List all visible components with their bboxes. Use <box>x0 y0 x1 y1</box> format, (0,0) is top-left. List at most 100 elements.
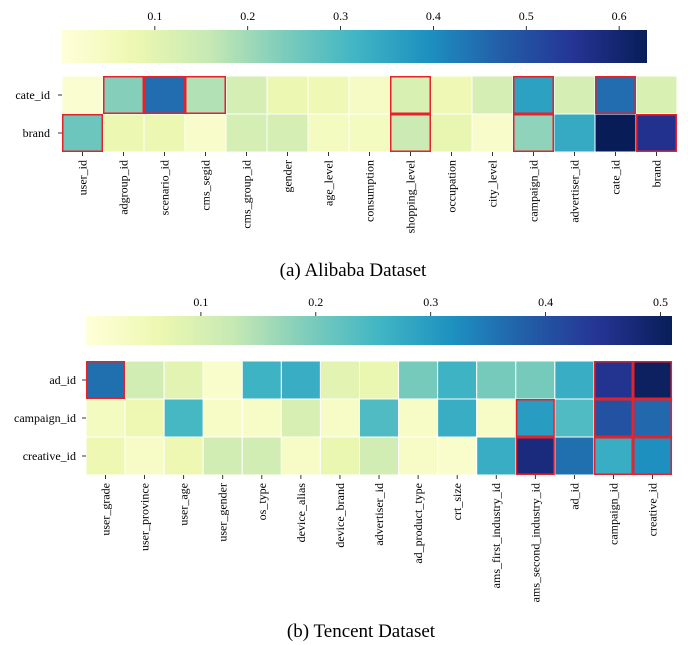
heatmap-cell-campaign-id-ad-product-type <box>398 398 439 438</box>
heatmap-cell-campaign-id-user-province <box>124 398 165 438</box>
heatmap-cell-creative-id-device-alias <box>280 436 321 476</box>
heatmap-cell-cate-id-cms-segid <box>184 75 227 115</box>
row-label-creative-id: creative_id <box>23 449 76 463</box>
heatmap-cell-ad-id-os-type <box>241 360 282 400</box>
heatmap-cell-ad-id-ams-first-industry-id <box>476 360 517 400</box>
heatmap-cell-brand-occupation <box>430 113 473 153</box>
highlight-border <box>390 76 431 114</box>
col-label-device-alias: device_alias <box>294 483 308 543</box>
heatmap-cell-ad-id-user-gender <box>202 360 243 400</box>
col-label-user-province: user_province <box>138 483 152 551</box>
col-label-user-grade: user_grade <box>99 483 113 536</box>
heatmap-cell-creative-id-os-type <box>241 436 282 476</box>
highlight-border <box>593 399 633 437</box>
heatmap-cell-cate-id-advertiser-id <box>553 75 596 115</box>
col-label-gender: gender <box>281 160 295 193</box>
highlight-border <box>515 437 555 475</box>
heatmap-cell-brand-city-level <box>471 113 514 153</box>
panel-caption: (b) Tencent Dataset <box>287 621 436 642</box>
highlight-border <box>390 114 431 152</box>
highlight-border <box>636 114 677 152</box>
colorbar-tick-label: 0.4 <box>538 295 553 309</box>
col-label-ams-first-industry-id: ams_first_industry_id <box>489 483 503 588</box>
heatmap-cell-ad-id-ams-second-industry-id <box>515 360 556 400</box>
col-label-campaign-id: campaign_id <box>606 483 620 545</box>
heatmap-cell-ad-id-advertiser-id <box>358 360 400 400</box>
heatmap-cell-cate-id-scenario-id <box>143 75 186 115</box>
heatmap-cell-campaign-id-device-alias <box>280 398 321 438</box>
col-label-user-gender: user_gender <box>216 483 230 542</box>
heatmap-cell-campaign-id-campaign-id <box>593 398 634 438</box>
heatmap-cell-campaign-id-os-type <box>241 398 282 438</box>
col-label-cms-group-id: cms_group_id <box>240 160 254 229</box>
heatmap-cell-campaign-id-user-gender <box>202 398 243 438</box>
heatmap-cell-ad-id-ad-id <box>554 360 595 400</box>
col-label-crt-size: crt_size <box>450 483 464 520</box>
col-label-cms-segid: cms_segid <box>199 160 213 211</box>
heatmap-cell-campaign-id-user-age <box>163 398 204 438</box>
heatmap-cell-brand-brand <box>635 113 678 153</box>
heatmap-cell-ad-id-campaign-id <box>593 360 634 400</box>
heatmap-cell-campaign-id-creative-id <box>632 398 673 438</box>
col-label-ad-product-type: ad_product_type <box>411 483 425 564</box>
colorbar-tick-label: 0.3 <box>423 295 438 309</box>
heatmap-cell-cate-id-occupation <box>430 75 473 115</box>
heatmap-cell-creative-id-ad-id <box>554 436 595 476</box>
heatmap-cell-cate-id-gender <box>266 75 309 115</box>
row-label-ad-id: ad_id <box>49 373 76 387</box>
col-label-shopping-level: shopping_level <box>404 159 418 233</box>
heatmap-cell-brand-gender <box>266 113 309 153</box>
highlight-border <box>144 76 185 114</box>
heatmap-cell-ad-id-device-brand <box>319 360 360 400</box>
heatmap-cell-cate-id-user-id <box>61 75 104 115</box>
heatmap-cell-brand-scenario-id <box>143 113 186 153</box>
colorbar-tick-label: 0.1 <box>193 295 208 309</box>
heatmap-cell-campaign-id-crt-size <box>437 398 478 438</box>
colorbar <box>86 316 672 345</box>
heatmap-cell-creative-id-user-gender <box>202 436 243 476</box>
heatmap-cell-campaign-id-device-brand <box>319 398 360 438</box>
heatmap-cell-creative-id-ams-first-industry-id <box>476 436 517 476</box>
col-label-campaign-id: campaign_id <box>527 160 541 222</box>
heatmap-cell-creative-id-device-brand <box>319 436 360 476</box>
col-label-cate-id: cate_id <box>609 160 623 195</box>
colorbar-tick-label: 0.3 <box>333 9 348 23</box>
heatmap-cell-campaign-id-ad-id <box>554 398 595 438</box>
colorbar-tick-label: 0.5 <box>653 295 668 309</box>
heatmap-cell-brand-cate-id <box>594 113 637 153</box>
heatmap-cell-ad-id-crt-size <box>437 360 478 400</box>
col-label-advertiser-id: advertiser_id <box>372 483 386 546</box>
highlight-border <box>515 399 555 437</box>
heatmap-cell-brand-campaign-id <box>512 113 555 153</box>
heatmap-cell-creative-id-user-province <box>124 436 165 476</box>
col-label-user-id: user_id <box>76 160 90 195</box>
col-label-user-age: user_age <box>177 483 191 526</box>
heatmap-cell-campaign-id-advertiser-id <box>358 398 400 438</box>
colorbar-tick-label: 0.1 <box>147 9 162 23</box>
heatmap-cell-campaign-id-ams-first-industry-id <box>476 398 517 438</box>
col-label-os-type: os_type <box>255 483 269 520</box>
col-label-brand: brand <box>650 160 664 187</box>
panel-caption: (a) Alibaba Dataset <box>280 260 427 281</box>
heatmap-cell-ad-id-user-province <box>124 360 165 400</box>
heatmap-cell-cate-id-brand <box>635 75 678 115</box>
heatmap-cell-brand-cms-group-id <box>225 113 268 153</box>
heatmap-cell-cate-id-cms-group-id <box>225 75 268 115</box>
heatmap-cell-cate-id-city-level <box>471 75 514 115</box>
heatmap-cell-brand-shopping-level <box>389 113 432 153</box>
row-label-brand: brand <box>23 126 50 140</box>
heatmap-cell-cate-id-cate-id <box>594 75 637 115</box>
heatmap-cell-campaign-id-user-grade <box>85 398 126 438</box>
col-label-ams-second-industry-id: ams_second_industry_id <box>528 483 542 602</box>
heatmap-cell-ad-id-creative-id <box>632 360 673 400</box>
col-label-advertiser-id: advertiser_id <box>568 160 582 223</box>
colorbar-tick-label: 0.2 <box>308 295 323 309</box>
col-label-city-level: city_level <box>486 159 500 207</box>
heatmap-cell-creative-id-crt-size <box>437 436 478 476</box>
heatmap-cell-cate-id-age-level <box>307 75 350 115</box>
heatmap-cell-brand-age-level <box>307 113 350 153</box>
col-label-ad-id: ad_id <box>567 483 581 510</box>
heatmap-cell-creative-id-ams-second-industry-id <box>515 436 556 476</box>
